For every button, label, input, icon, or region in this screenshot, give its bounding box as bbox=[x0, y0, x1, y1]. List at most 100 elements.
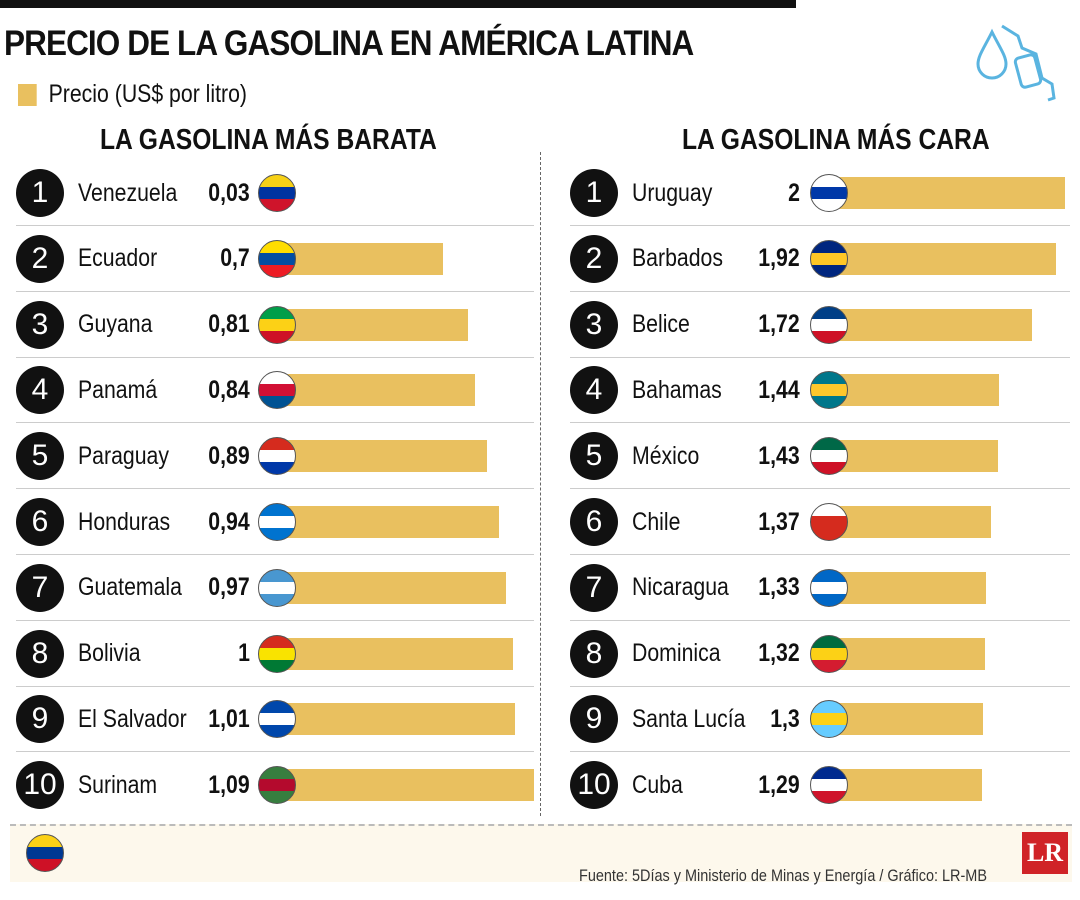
flag-icon bbox=[810, 437, 848, 476]
bar bbox=[278, 440, 488, 473]
row-separator bbox=[16, 751, 534, 753]
flag-icon bbox=[258, 568, 296, 607]
country-name: Nicaragua bbox=[632, 573, 729, 602]
value-label: 2 bbox=[788, 178, 800, 207]
fuel-pump-icon bbox=[976, 24, 1056, 102]
country-name: Barbados bbox=[632, 244, 723, 273]
chart-row: 5 México 1,43 bbox=[570, 423, 1070, 489]
row-separator bbox=[16, 488, 534, 490]
flag-icon bbox=[258, 305, 296, 344]
value-label: 1,43 bbox=[758, 441, 800, 470]
country-name: Guatemala bbox=[78, 573, 182, 602]
rank-badge: 10 bbox=[570, 761, 618, 810]
rank-badge: 10 bbox=[16, 761, 64, 810]
rank-badge: 7 bbox=[570, 563, 618, 612]
bar bbox=[830, 308, 1033, 341]
bar bbox=[278, 506, 499, 538]
chart-row: 6 Chile 1,37 bbox=[570, 489, 1070, 555]
flag-icon bbox=[810, 371, 848, 410]
chart-row: 3 Guyana 0,81 bbox=[16, 292, 536, 358]
rank-badge: 7 bbox=[16, 563, 64, 612]
bar bbox=[830, 637, 986, 670]
row-separator bbox=[570, 356, 1070, 358]
flag-icon bbox=[810, 503, 848, 541]
country-name: Guyana bbox=[78, 310, 153, 339]
value-label: 1,3 bbox=[770, 704, 800, 733]
chart-row: 8 Bolivia 1 bbox=[16, 621, 536, 687]
chart-row: 10 Surinam 1,09 bbox=[16, 752, 536, 818]
bar bbox=[830, 440, 999, 473]
row-separator bbox=[16, 422, 534, 424]
rank-badge: 1 bbox=[16, 169, 64, 217]
flag-icon bbox=[810, 634, 848, 673]
legend: Precio (US$ por litro) bbox=[18, 80, 247, 109]
value-label: 1,92 bbox=[758, 244, 800, 273]
rank-badge: 5 bbox=[16, 432, 64, 481]
value-label: 0,97 bbox=[208, 573, 250, 602]
flag-icon bbox=[810, 766, 848, 805]
country-name: Honduras bbox=[78, 507, 171, 536]
value-label: 1,29 bbox=[758, 770, 800, 799]
flag-icon bbox=[810, 239, 848, 278]
value-label: 0,84 bbox=[208, 375, 250, 404]
row-separator bbox=[16, 554, 534, 555]
heading-most-expensive: LA GASOLINA MÁS CARA bbox=[682, 124, 990, 156]
bar bbox=[278, 571, 506, 604]
bar bbox=[830, 374, 1000, 407]
value-label: 1,32 bbox=[758, 639, 800, 668]
bar bbox=[278, 308, 469, 341]
rank-badge: 9 bbox=[570, 695, 618, 744]
bar bbox=[830, 769, 982, 802]
value-label: 0,81 bbox=[208, 310, 250, 339]
row-separator bbox=[570, 685, 1070, 687]
flag-icon bbox=[26, 834, 64, 872]
value-label: 1,44 bbox=[758, 375, 800, 404]
row-separator bbox=[16, 225, 534, 226]
rank-badge: 1 bbox=[570, 169, 618, 217]
bar bbox=[278, 769, 535, 802]
chart-row: 4 Panamá 0,84 bbox=[16, 357, 536, 423]
value-label: 1 bbox=[238, 639, 250, 668]
value-label: 0,03 bbox=[208, 178, 250, 207]
row-separator bbox=[570, 290, 1070, 292]
colombia-row bbox=[10, 824, 1072, 882]
flag-icon bbox=[258, 174, 296, 212]
value-label: 0,89 bbox=[208, 441, 250, 470]
flag-icon bbox=[258, 700, 296, 739]
country-name: Belice bbox=[632, 310, 690, 339]
row-separator bbox=[570, 225, 1070, 226]
country-name: Santa Lucía bbox=[632, 704, 746, 733]
country-name: México bbox=[632, 441, 700, 470]
rank-badge: 6 bbox=[570, 498, 618, 546]
value-label: 1,01 bbox=[208, 704, 250, 733]
flag-icon bbox=[258, 503, 296, 541]
bar bbox=[278, 242, 443, 275]
chart-row: 5 Paraguay 0,89 bbox=[16, 423, 536, 489]
flag-icon bbox=[810, 568, 848, 607]
chart-row: 8 Dominica 1,32 bbox=[570, 621, 1070, 687]
legend-swatch bbox=[18, 83, 37, 106]
country-name: Panamá bbox=[78, 375, 158, 404]
flag-icon bbox=[810, 174, 848, 212]
row-separator bbox=[16, 619, 534, 621]
row-separator bbox=[16, 356, 534, 358]
row-separator bbox=[570, 619, 1070, 621]
value-label: 1,37 bbox=[758, 507, 800, 536]
chart-row: 1 Venezuela 0,03 bbox=[16, 160, 536, 226]
row-separator bbox=[570, 554, 1070, 555]
country-name: El Salvador bbox=[78, 704, 187, 733]
flag-icon bbox=[258, 239, 296, 278]
rank-badge: 2 bbox=[570, 234, 618, 283]
country-name: Venezuela bbox=[78, 178, 178, 207]
rank-badge: 9 bbox=[16, 695, 64, 744]
legend-label: Precio (US$ por litro) bbox=[48, 80, 247, 108]
country-name: Ecuador bbox=[78, 244, 158, 273]
top-rule bbox=[0, 0, 796, 8]
row-separator bbox=[16, 290, 534, 292]
lr-logo: LR bbox=[1022, 832, 1068, 874]
chart-row: 2 Barbados 1,92 bbox=[570, 226, 1070, 292]
chart-row: 9 El Salvador 1,01 bbox=[16, 686, 536, 752]
country-name: Paraguay bbox=[78, 441, 169, 470]
row-separator bbox=[570, 488, 1070, 490]
chart-row: 6 Honduras 0,94 bbox=[16, 489, 536, 555]
